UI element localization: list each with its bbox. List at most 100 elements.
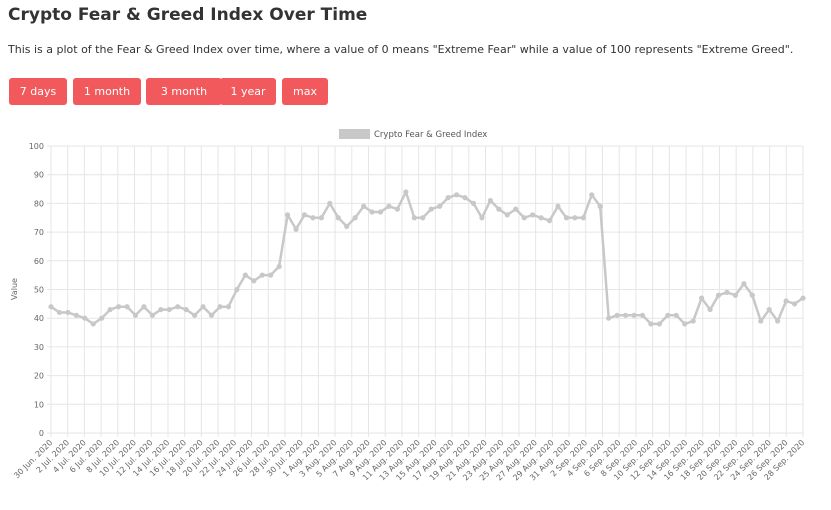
data-point[interactable] <box>546 218 553 224</box>
data-point[interactable] <box>200 304 206 310</box>
data-point[interactable] <box>369 209 375 215</box>
data-point[interactable] <box>158 306 164 313</box>
data-point[interactable] <box>766 306 772 313</box>
data-point[interactable] <box>149 312 155 318</box>
range-7-days-button[interactable]: 7 days <box>9 78 67 105</box>
data-point[interactable] <box>428 206 434 212</box>
data-point[interactable] <box>73 312 79 318</box>
data-point[interactable] <box>394 206 401 212</box>
data-point[interactable] <box>707 306 713 313</box>
data-point[interactable] <box>183 306 189 313</box>
data-point[interactable] <box>462 195 468 201</box>
data-point[interactable] <box>344 223 350 229</box>
data-point[interactable] <box>513 206 519 212</box>
data-point[interactable] <box>301 212 308 218</box>
data-point[interactable] <box>555 203 561 209</box>
data-point[interactable] <box>715 292 722 298</box>
data-point[interactable] <box>504 212 510 218</box>
data-point[interactable] <box>631 312 637 318</box>
data-point[interactable] <box>420 215 426 221</box>
data-point[interactable] <box>487 197 493 204</box>
data-point[interactable] <box>225 304 232 310</box>
chart-legend[interactable]: Crypto Fear & Greed Index <box>339 129 487 140</box>
data-point[interactable] <box>496 206 502 212</box>
data-point[interactable] <box>580 215 586 221</box>
data-point[interactable] <box>622 312 629 318</box>
data-point[interactable] <box>791 301 798 307</box>
data-point[interactable] <box>563 215 570 221</box>
data-point[interactable] <box>166 306 172 313</box>
data-point[interactable] <box>192 312 198 318</box>
data-point[interactable] <box>268 272 274 278</box>
data-point[interactable] <box>732 292 739 298</box>
data-point[interactable] <box>56 309 63 316</box>
data-point[interactable] <box>741 281 747 287</box>
data-point[interactable] <box>403 189 409 195</box>
data-point[interactable] <box>386 203 392 209</box>
data-point[interactable] <box>310 215 316 221</box>
data-point[interactable] <box>538 215 544 221</box>
data-point[interactable] <box>597 203 603 209</box>
data-point[interactable] <box>479 215 485 221</box>
data-point[interactable] <box>48 304 54 310</box>
data-point[interactable] <box>411 215 417 221</box>
data-point[interactable] <box>293 226 299 232</box>
data-point[interactable] <box>437 203 443 209</box>
data-point[interactable] <box>82 315 88 321</box>
data-point[interactable] <box>132 312 139 318</box>
data-point[interactable] <box>107 306 113 313</box>
data-point[interactable] <box>749 292 755 298</box>
data-point[interactable] <box>217 304 223 310</box>
data-point[interactable] <box>614 312 620 318</box>
data-point[interactable] <box>90 321 96 327</box>
data-point[interactable] <box>724 289 730 295</box>
data-point[interactable] <box>115 304 122 310</box>
data-point[interactable] <box>589 192 595 198</box>
data-point[interactable] <box>276 263 282 270</box>
data-point[interactable] <box>318 215 324 221</box>
data-point[interactable] <box>242 272 248 278</box>
data-point[interactable] <box>521 215 527 221</box>
data-point[interactable] <box>648 321 654 327</box>
data-point[interactable] <box>352 215 358 221</box>
data-point[interactable] <box>335 215 341 221</box>
data-point[interactable] <box>800 295 806 301</box>
data-point[interactable] <box>639 312 646 318</box>
data-point[interactable] <box>453 192 460 198</box>
range-max-button[interactable]: max <box>282 78 328 105</box>
data-point[interactable] <box>208 312 215 318</box>
data-point[interactable] <box>234 286 240 293</box>
data-point[interactable] <box>699 295 705 301</box>
data-point[interactable] <box>606 315 612 321</box>
y-tick-label: 80 <box>34 199 44 208</box>
data-point[interactable] <box>470 200 477 206</box>
data-point[interactable] <box>530 212 536 218</box>
data-point[interactable] <box>124 304 130 310</box>
data-point[interactable] <box>445 195 451 201</box>
data-point[interactable] <box>251 278 257 284</box>
chart-series <box>48 189 806 327</box>
data-point[interactable] <box>656 321 662 327</box>
data-point[interactable] <box>141 304 147 310</box>
data-point[interactable] <box>327 200 333 206</box>
data-point[interactable] <box>673 312 679 318</box>
data-point[interactable] <box>377 209 384 215</box>
data-point[interactable] <box>175 304 181 310</box>
data-point[interactable] <box>665 312 671 318</box>
y-axis-ticks: 0 10 20 30 40 50 60 70 80 90 100 <box>29 142 44 438</box>
data-point[interactable] <box>572 215 578 221</box>
data-point[interactable] <box>682 321 688 327</box>
data-point[interactable] <box>99 315 105 321</box>
data-point[interactable] <box>758 318 764 324</box>
range-3-month-button[interactable]: 3 month <box>146 78 222 105</box>
data-point[interactable] <box>783 298 789 304</box>
data-point[interactable] <box>690 318 696 324</box>
data-point[interactable] <box>775 318 781 324</box>
data-point[interactable] <box>65 309 71 316</box>
y-tick-label: 20 <box>34 372 44 381</box>
data-point[interactable] <box>361 203 367 209</box>
range-1-year-button[interactable]: 1 year <box>220 78 276 105</box>
range-1-month-button[interactable]: 1 month <box>73 78 141 105</box>
data-point[interactable] <box>259 272 265 278</box>
data-point[interactable] <box>284 212 291 218</box>
